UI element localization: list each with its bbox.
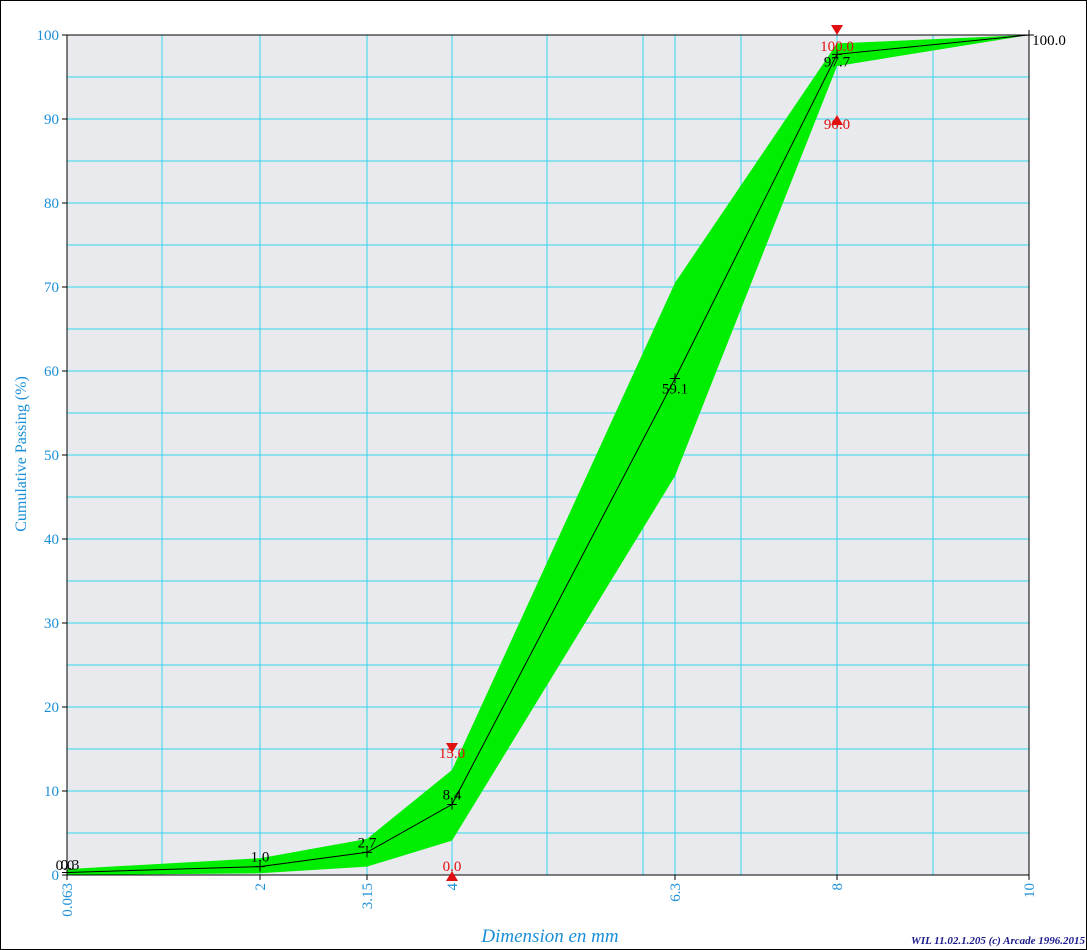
y-tick-label: 40	[44, 532, 59, 548]
y-tick-label: 80	[44, 196, 59, 212]
y-tick-label: 100	[37, 28, 60, 44]
x-tick-label: 6.3	[668, 883, 684, 902]
data-point-marker	[255, 861, 265, 872]
data-point-marker	[62, 867, 72, 878]
y-tick-label: 10	[44, 784, 59, 800]
spec-min-marker	[446, 871, 458, 881]
y-tick-label: 20	[44, 700, 59, 716]
data-point-label: 59.1	[662, 382, 688, 398]
spec-limit-label: 100.0	[820, 39, 854, 55]
data-point-label: 1.0	[251, 850, 270, 866]
x-tick-label: 10	[1022, 883, 1038, 898]
data-point-label: 97.7	[824, 54, 851, 70]
data-point-marker	[1024, 30, 1034, 40]
x-tick-label: 3.15	[360, 883, 376, 909]
spec-max-marker	[831, 25, 843, 35]
y-tick-label: 90	[44, 112, 59, 128]
x-tick-label: 4	[445, 883, 461, 891]
spec-limit-label: 90.0	[824, 117, 850, 133]
data-point-label: 2.7	[358, 835, 377, 851]
y-tick-label: 30	[44, 616, 59, 632]
data-point-marker	[362, 847, 372, 858]
y-tick-label: 70	[44, 280, 59, 296]
data-point-label: 0.3	[61, 857, 80, 873]
data-point-marker	[447, 799, 457, 810]
spec-min-marker	[831, 115, 843, 125]
spec-limit-label: 15.0	[439, 746, 465, 762]
data-point-label: 8.4	[443, 787, 462, 803]
data-point-label: 100.0	[1032, 33, 1066, 49]
origin-zero-label: 0.0	[56, 858, 75, 874]
y-tick-label: 60	[44, 364, 59, 380]
spec-max-marker	[446, 743, 458, 753]
x-tick-label: 8	[830, 883, 846, 891]
data-point-marker	[670, 373, 680, 384]
y-axis-label: Cumulative Passing (%)	[13, 376, 30, 532]
data-point-marker	[832, 49, 842, 60]
y-tick-label: 50	[44, 448, 59, 464]
spec-limit-label: 0.0	[443, 859, 462, 875]
x-tick-label: 2	[253, 883, 269, 891]
x-tick-label: 0.063	[60, 883, 76, 917]
credit-text: WIL 11.02.1.205 (c) Arcade 1996.2015	[911, 935, 1085, 947]
x-axis-label: Dimension en mm	[480, 926, 618, 947]
y-tick-label: 0	[52, 868, 60, 884]
